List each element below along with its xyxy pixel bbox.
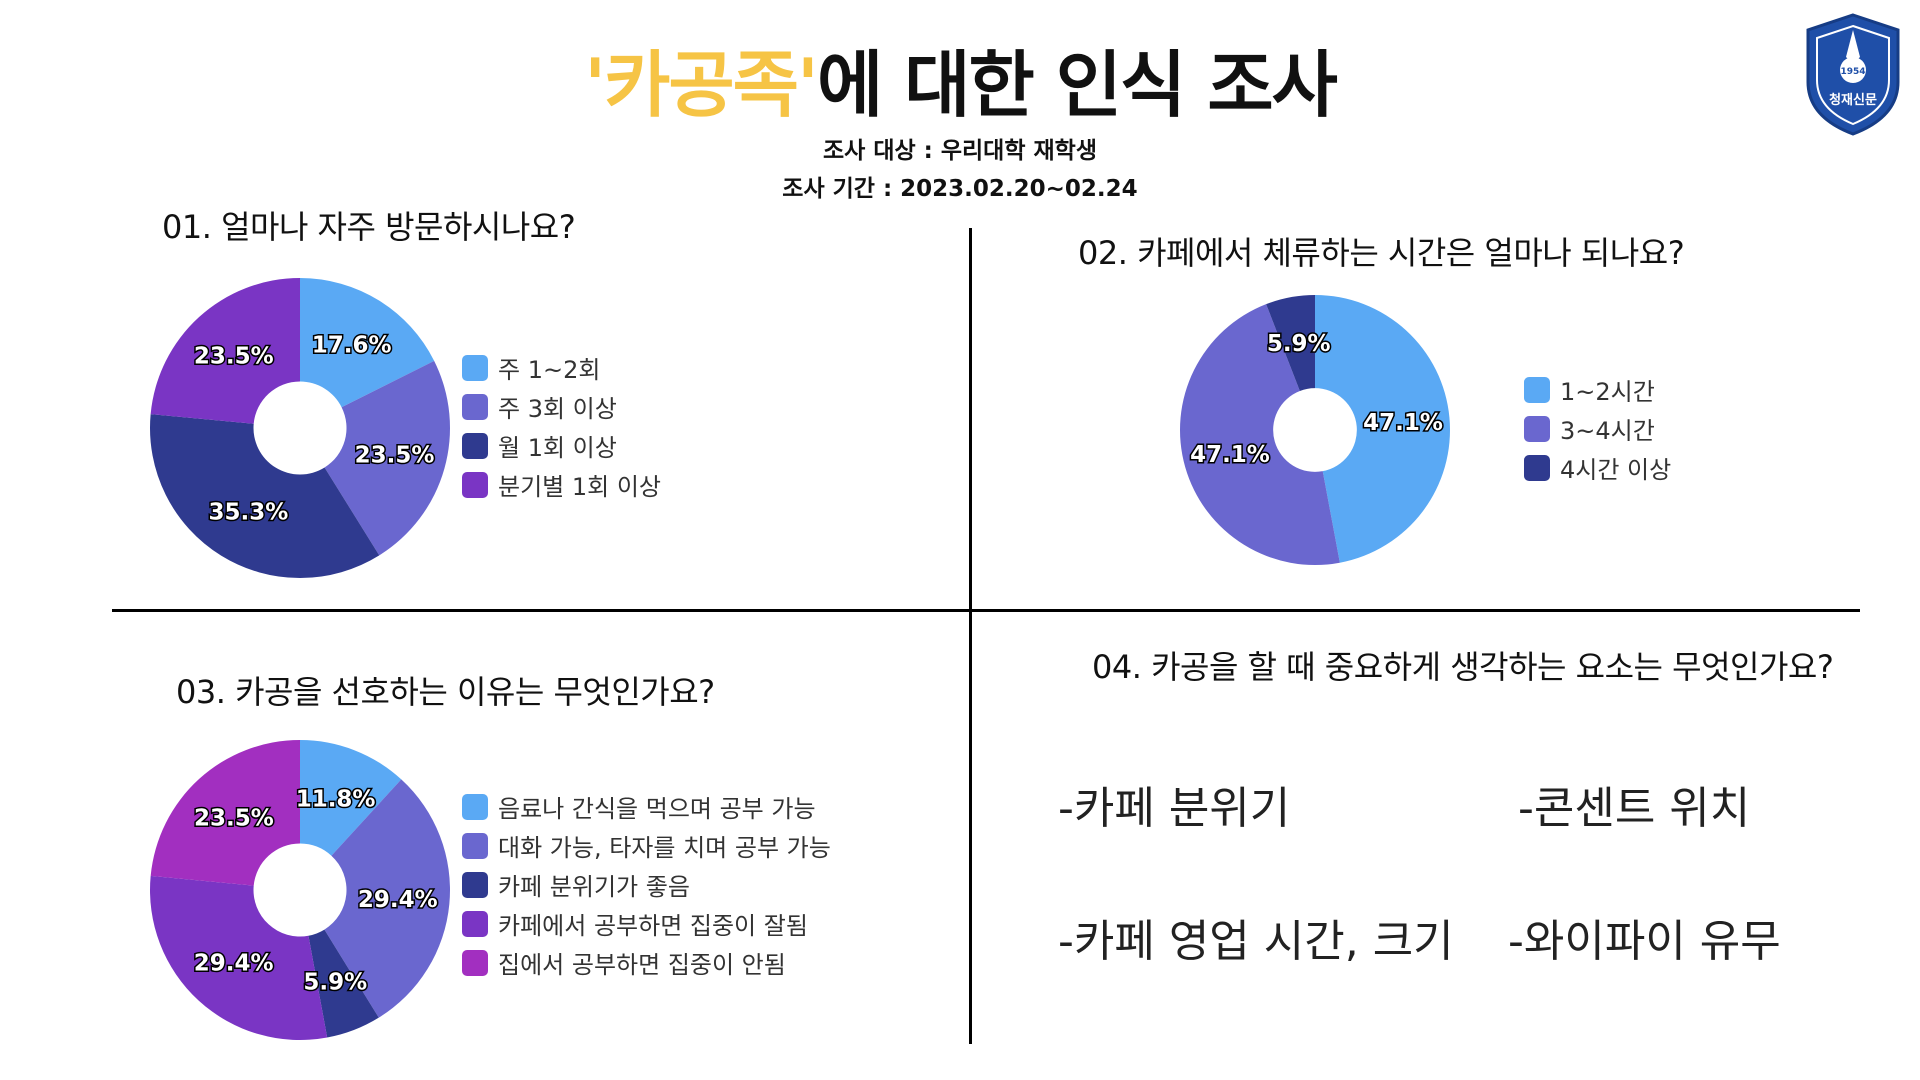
factor-cafe-atmosphere: -카페 분위기 — [1058, 783, 1291, 834]
chart-1-legend-item-2: 4시간 이상 — [1524, 448, 1671, 487]
visit-frequency-donut-chart: 17.6% 23.5% 35.3% 23.5% — [149, 278, 450, 578]
chart-2-data-label-3: 29.4% — [194, 950, 274, 976]
chart-0-legend-item-3: 분기별 1회 이상 — [462, 465, 661, 504]
chart-0-data-label-0: 17.6% — [312, 332, 392, 358]
chart-1-legend-label-2: 4시간 이상 — [1560, 456, 1672, 484]
stay-time-legend: 1~2시간 3~4시간 4시간 이상 — [1524, 370, 1671, 487]
preference-reason-donut-chart: 11.8% 29.4% 5.9% 29.4% 23.5% — [150, 740, 451, 1040]
chart-1-data-label-0: 47.1% — [1363, 410, 1443, 436]
chart-2-data-label-1: 29.4% — [358, 887, 438, 913]
chart-1-slice-0 — [1315, 295, 1450, 563]
chart-1-legend-swatch-2 — [1524, 454, 1550, 481]
chart-2-legend-swatch-0 — [462, 793, 488, 820]
logo-year: 1954 — [1840, 67, 1865, 77]
chart-1-slice-2 — [1266, 295, 1315, 391]
chart-0-legend-item-0: 주 1~2회 — [462, 348, 661, 387]
chart-2-legend-label-3: 카페에서 공부하면 집중이 잘됨 — [498, 912, 808, 940]
chart-0-legend-swatch-3 — [462, 471, 488, 498]
chart-1-legend-label-1: 3~4시간 — [1560, 417, 1655, 445]
chart-0-slice-2 — [149, 414, 380, 578]
chart-2-slice-0 — [300, 740, 402, 856]
pen-shield-logo-icon: 1954 청재신문 — [1806, 13, 1900, 136]
survey-period: 조사 기간 : 2023.02.20~02.24 — [782, 176, 1138, 202]
title-rest: 에 대한 인식 조사 — [816, 43, 1338, 127]
title-highlight: '카공족' — [584, 43, 819, 127]
chart-2-slice-4 — [150, 740, 300, 886]
chart-2-legend-item-0: 음료나 간식을 먹으며 공부 가능 — [462, 787, 831, 826]
chart-1-slice-1 — [1180, 304, 1340, 565]
chart-0-legend-swatch-1 — [462, 393, 488, 420]
survey-target: 조사 대상 : 우리대학 재학생 — [823, 138, 1097, 164]
chart-0-data-label-2: 35.3% — [208, 500, 288, 526]
factor-hours-size: -카페 영업 시간, 크기 — [1058, 916, 1454, 967]
chart-1-data-label-2: 5.9% — [1267, 331, 1331, 357]
chart-2-slice-3 — [150, 875, 328, 1040]
question-2-title: 02. 카페에서 체류하는 시간은 얼마나 되나요? — [1078, 234, 1685, 272]
chart-0-legend-label-1: 주 3회 이상 — [498, 395, 617, 423]
chart-2-legend-swatch-4 — [462, 949, 488, 976]
chart-2-legend-item-2: 카페 분위기가 좋음 — [462, 865, 831, 904]
chart-2-legend-item-4: 집에서 공부하면 집중이 안됨 — [462, 943, 831, 982]
chart-2-legend-swatch-2 — [462, 871, 488, 898]
chart-1-legend-item-1: 3~4시간 — [1524, 409, 1671, 448]
chart-0-legend-label-0: 주 1~2회 — [498, 356, 601, 384]
chart-2-legend-item-3: 카페에서 공부하면 집중이 잘됨 — [462, 904, 831, 943]
chart-0-legend-swatch-0 — [462, 354, 488, 381]
chart-0-data-label-3: 23.5% — [194, 343, 274, 369]
chart-0-legend-item-2: 월 1회 이상 — [462, 426, 661, 465]
chart-2-slice-1 — [324, 779, 451, 1018]
chart-2-slice-2 — [308, 929, 379, 1038]
chart-2-data-label-0: 11.8% — [296, 786, 376, 812]
horizontal-divider — [112, 609, 1860, 612]
factor-outlet-location: -콘센트 위치 — [1518, 783, 1751, 834]
logo-name: 청재신문 — [1829, 92, 1877, 108]
chart-0-legend-item-1: 주 3회 이상 — [462, 387, 661, 426]
chart-1-legend-label-0: 1~2시간 — [1560, 378, 1655, 406]
chart-1-data-label-1: 47.1% — [1190, 442, 1270, 468]
chart-0-legend-swatch-2 — [462, 432, 488, 459]
chart-2-legend-item-1: 대화 가능, 타자를 치며 공부 가능 — [462, 826, 831, 865]
chart-0-legend-label-2: 월 1회 이상 — [498, 434, 617, 462]
chart-0-slice-3 — [150, 278, 300, 424]
chart-2-data-label-4: 23.5% — [194, 805, 274, 831]
question-4-title: 04. 카공을 할 때 중요하게 생각하는 요소는 무엇인가요? — [1092, 648, 1834, 686]
chart-0-legend-label-3: 분기별 1회 이상 — [498, 473, 662, 501]
chart-1-legend-swatch-0 — [1524, 376, 1550, 403]
chart-1-legend-swatch-1 — [1524, 415, 1550, 442]
chart-1-legend-item-0: 1~2시간 — [1524, 370, 1671, 409]
page-title: '카공족'에 대한 인식 조사 — [0, 40, 1920, 130]
stay-time-donut-chart: 47.1% 47.1% 5.9% — [1180, 295, 1450, 565]
chart-2-legend-label-4: 집에서 공부하면 집중이 안됨 — [498, 951, 786, 979]
chart-0-slice-0 — [300, 278, 435, 408]
question-1-title: 01. 얼마나 자주 방문하시나요? — [162, 208, 576, 246]
chart-2-legend-swatch-1 — [462, 832, 488, 859]
question-3-title: 03. 카공을 선호하는 이유는 무엇인가요? — [176, 673, 715, 711]
chart-2-legend-label-0: 음료나 간식을 먹으며 공부 가능 — [498, 795, 816, 823]
chart-2-legend-swatch-3 — [462, 910, 488, 937]
chart-2-data-label-2: 5.9% — [303, 970, 367, 996]
chart-2-legend-label-2: 카페 분위기가 좋음 — [498, 873, 690, 901]
vertical-divider — [969, 228, 972, 1044]
factor-wifi: -와이파이 유무 — [1508, 916, 1781, 967]
chart-0-data-label-1: 23.5% — [355, 443, 435, 469]
chart-0-slice-1 — [324, 360, 450, 556]
chart-2-legend-label-1: 대화 가능, 타자를 치며 공부 가능 — [498, 834, 831, 862]
